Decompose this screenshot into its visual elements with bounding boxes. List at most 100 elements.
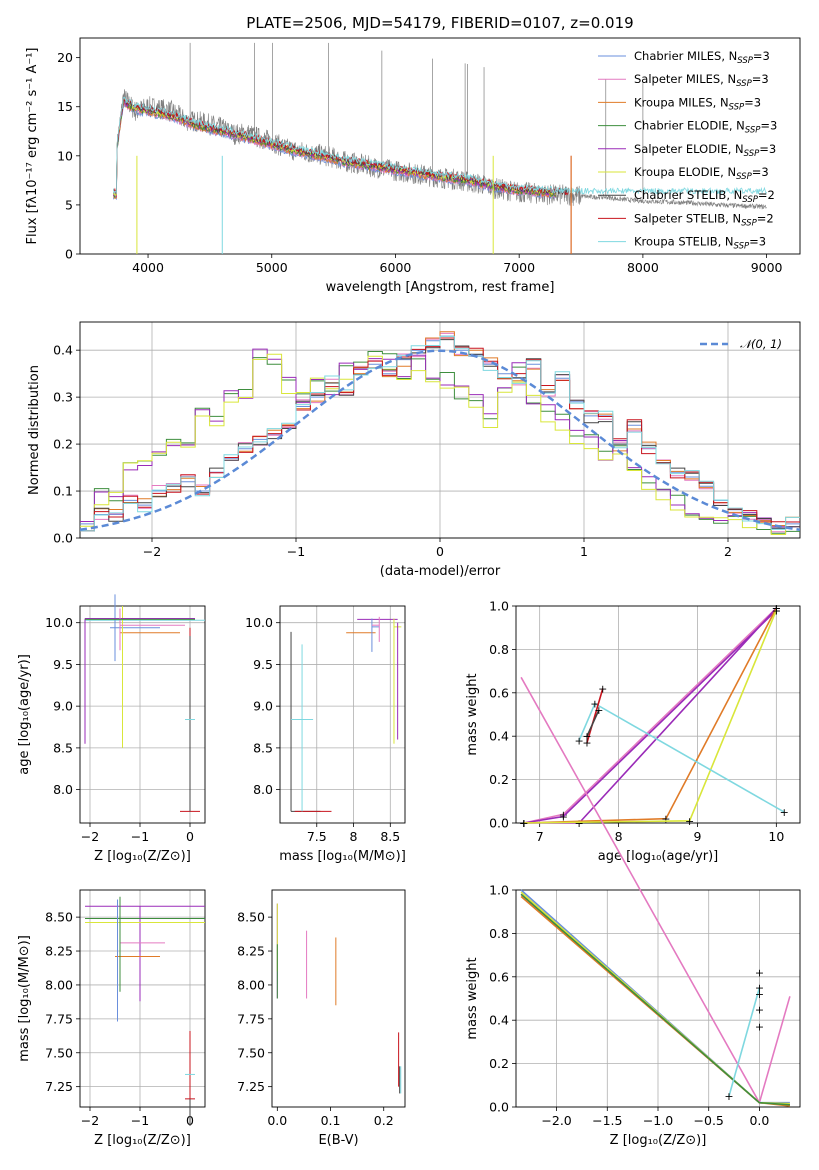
x-tick-label: 1 — [580, 544, 588, 559]
x-tick-label: −2 — [143, 544, 161, 559]
x-axis-label: (data-model)/error — [380, 564, 501, 579]
y-tick-label: 0.2 — [489, 1056, 509, 1071]
model-line-7 — [113, 97, 569, 195]
y-axis-label: mass weight — [465, 673, 480, 755]
x-tick-label: −1.0 — [643, 1113, 673, 1128]
mass-weight-age-line-3 — [523, 607, 777, 824]
mass-weight-age-line-1 — [523, 607, 777, 824]
mass-weight-age-marker: + — [559, 808, 568, 821]
axes-frame — [279, 605, 406, 824]
x-tick-label: 10 — [768, 829, 784, 844]
legend-label-1: Chabrier MILES, NSSP=3 — [634, 49, 770, 66]
spectrum-legend: Chabrier MILES, NSSP=3 Salpeter MILES, NS… — [598, 49, 777, 252]
legend-label-2: Salpeter MILES, NSSP=3 — [634, 72, 769, 89]
axes-frame — [271, 889, 406, 1108]
mass-weight-Z-line-7 — [728, 987, 761, 1097]
y-axis-label: age [log₁₀(age/yr)] — [17, 654, 32, 775]
y-axis-label: mass weight — [465, 957, 480, 1039]
legend-label-6: Kroupa ELODIE, NSSP=3 — [634, 165, 769, 182]
mass-weight-age-line-5 — [523, 609, 778, 824]
y-tick-label: 15 — [57, 99, 73, 114]
mass-weight-age-line-4 — [523, 607, 778, 824]
mass-vs-Z-panel: −2−107.257.507.758.008.258.50Z [log₁₀(Z/… — [17, 889, 206, 1148]
x-tick-label: 8 — [350, 829, 358, 844]
y-tick-label: 9.5 — [253, 657, 273, 672]
x-tick-label: −1.5 — [592, 1113, 622, 1128]
x-axis-label: Z [log₁₀(Z/Z⊙)] — [94, 849, 191, 864]
x-tick-label: 0.2 — [374, 1113, 394, 1128]
y-tick-label: 0.2 — [53, 437, 73, 452]
x-tick-label: 0.0 — [749, 1113, 769, 1128]
y-tick-label: 0.1 — [53, 484, 73, 499]
y-tick-label: 9.0 — [53, 699, 73, 714]
x-tick-label: 7.5 — [307, 829, 327, 844]
x-axis-label: Z [log₁₀(Z/Z⊙)] — [610, 1133, 707, 1148]
y-tick-label: 8.25 — [237, 944, 265, 959]
y-tick-label: 9.5 — [53, 657, 73, 672]
y-tick-label: 0.0 — [489, 1100, 509, 1115]
y-tick-label: 7.25 — [237, 1079, 265, 1094]
y-tick-label: 0.8 — [489, 642, 509, 657]
mass-weight-age-marker: + — [685, 815, 694, 828]
histogram-series-3 — [80, 331, 800, 532]
x-tick-label: −1 — [131, 829, 149, 844]
x-tick-label: 0.0 — [267, 1113, 287, 1128]
y-tick-label: 8.50 — [45, 910, 73, 925]
mass-weight-age-marker: + — [582, 730, 591, 743]
x-tick-label: 8 — [615, 829, 623, 844]
legend-label-5: Salpeter ELODIE, NSSP=3 — [634, 142, 776, 159]
y-tick-label: 7.50 — [45, 1045, 73, 1060]
legend-label-9: Kroupa STELIB, NSSP=3 — [634, 235, 766, 252]
mass-weight-Z-marker: + — [724, 1090, 733, 1103]
histogram-lines — [80, 331, 800, 535]
massweight-vs-age-panel: 7 8 9 10 0.0 0.2 0.4 0.6 0.8 1.0 age [log₁₀(age/yr… — [465, 599, 801, 864]
model-line-9 — [113, 96, 767, 196]
y-tick-label: 1.0 — [489, 599, 509, 614]
mass-weight-Z-marker: + — [755, 982, 764, 995]
y-tick-label: 1.0 — [489, 883, 509, 898]
y-tick-label: 7.50 — [237, 1045, 265, 1060]
mass-weight-age-marker: + — [519, 817, 528, 830]
mass-weight-age-marker: + — [519, 817, 528, 830]
y-tick-label: 8.0 — [253, 782, 273, 797]
axes-frame — [515, 605, 801, 824]
y-tick-label: 10.0 — [245, 615, 273, 630]
mass-weight-Z-marker: + — [755, 966, 764, 979]
gaussian-legend-label: 𝒩(0, 1) — [740, 337, 782, 351]
y-tick-label: 0.0 — [53, 531, 73, 546]
y-tick-label: 0.4 — [53, 343, 73, 358]
mass-weight-age-line-7 — [586, 688, 604, 743]
mass-weight-age-marker: + — [559, 810, 568, 823]
residual-histogram-panel: −2 −1 0 1 2 0.0 0.1 0.2 0.3 0.4 (data-model)/error… — [27, 321, 801, 579]
x-tick-label: 7000 — [503, 260, 535, 275]
x-tick-label: 4000 — [132, 260, 164, 275]
mass-weight-Z-marker: + — [755, 988, 764, 1001]
y-tick-label: 0.8 — [489, 926, 509, 941]
x-tick-label: 5000 — [256, 260, 288, 275]
y-tick-label: 0.4 — [489, 1013, 509, 1028]
mass-weight-Z-line-3 — [520, 889, 790, 1104]
y-tick-label: 9.0 — [253, 699, 273, 714]
mass-weight-age-marker: + — [598, 682, 607, 695]
mass-weight-age-marker: + — [575, 817, 584, 830]
x-axis-label: wavelength [Angstrom, rest frame] — [326, 280, 555, 295]
mass-weight-age-line-8 — [586, 709, 600, 737]
axes-frame — [79, 605, 206, 824]
y-tick-label: 8.00 — [45, 977, 73, 992]
gaussian-curve — [80, 349, 800, 532]
histogram-series-9 — [80, 335, 800, 532]
y-tick-label: 0.0 — [489, 816, 509, 831]
x-tick-label: 0 — [186, 829, 194, 844]
y-tick-label: 0.4 — [489, 729, 509, 744]
y-tick-label: 7.75 — [237, 1011, 265, 1026]
x-tick-label: −2 — [81, 1113, 99, 1128]
x-axis-label: age [log₁₀(age/yr)] — [598, 849, 719, 864]
x-axis-label: Z [log₁₀(Z/Z⊙)] — [94, 1133, 191, 1148]
legend-label-4: Chabrier ELODIE, NSSP=3 — [634, 119, 777, 136]
y-tick-label: 8.0 — [53, 782, 73, 797]
y-tick-label: 8.5 — [253, 740, 273, 755]
mass-weight-age-marker: + — [590, 698, 599, 711]
mass-weight-age-line-6 — [578, 702, 785, 813]
mass-weight-age-marker: + — [772, 602, 781, 615]
